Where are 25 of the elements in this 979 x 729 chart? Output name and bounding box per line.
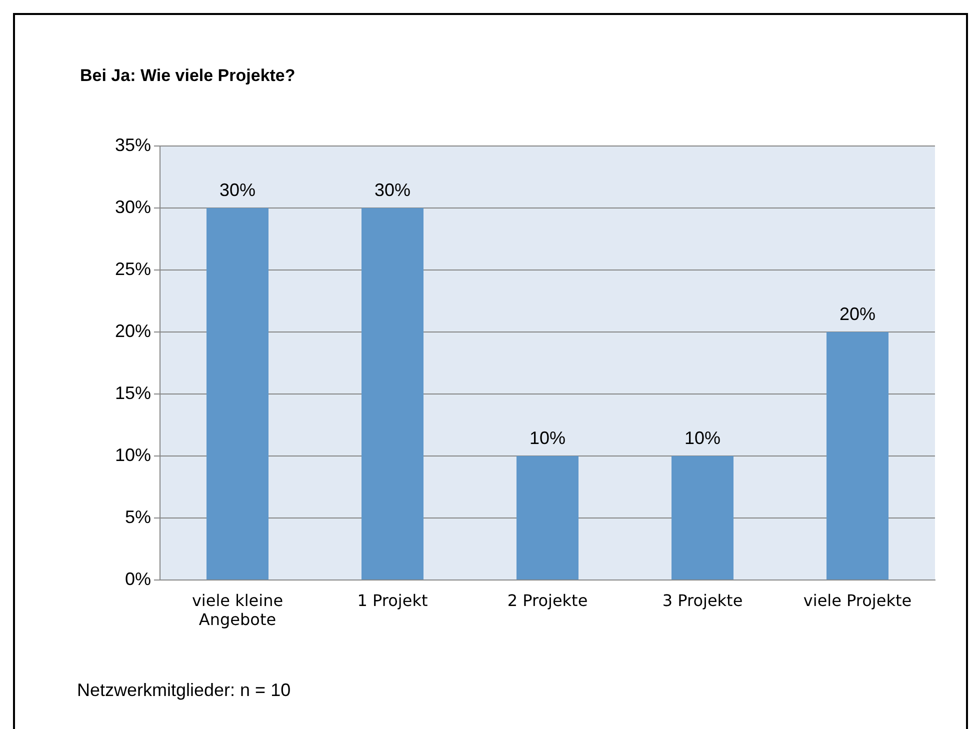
y-tick-label: 35% xyxy=(114,134,151,155)
y-tick-label: 25% xyxy=(114,258,151,279)
chart-title: Bei Ja: Wie viele Projekte? xyxy=(80,66,296,86)
x-tick-label: viele Projekte xyxy=(803,590,912,610)
data-label: 30% xyxy=(219,180,256,200)
y-tick-label: 10% xyxy=(114,444,151,465)
x-tick-label: 2 Projekte xyxy=(507,590,588,610)
y-tick-label: 20% xyxy=(114,320,151,341)
y-tick-label: 5% xyxy=(124,506,151,527)
bar xyxy=(362,208,424,580)
data-label: 10% xyxy=(529,428,566,448)
y-tick-label: 30% xyxy=(114,196,151,217)
y-tick-label: 0% xyxy=(124,568,151,589)
x-tick-label: viele kleine Angebote xyxy=(192,590,284,629)
y-tick-label: 15% xyxy=(114,382,151,403)
data-label: 20% xyxy=(839,304,876,324)
bar xyxy=(206,208,268,580)
text: Netzwerkmitglieder: n = 10 xyxy=(77,680,291,701)
bar xyxy=(516,456,578,580)
data-label: 30% xyxy=(374,180,411,200)
bar xyxy=(826,332,888,580)
bar xyxy=(672,456,734,580)
x-tick-label: 3 Projekte xyxy=(662,590,743,610)
x-tick-label: 1 Projekt xyxy=(357,590,428,610)
data-label: 10% xyxy=(684,428,721,448)
